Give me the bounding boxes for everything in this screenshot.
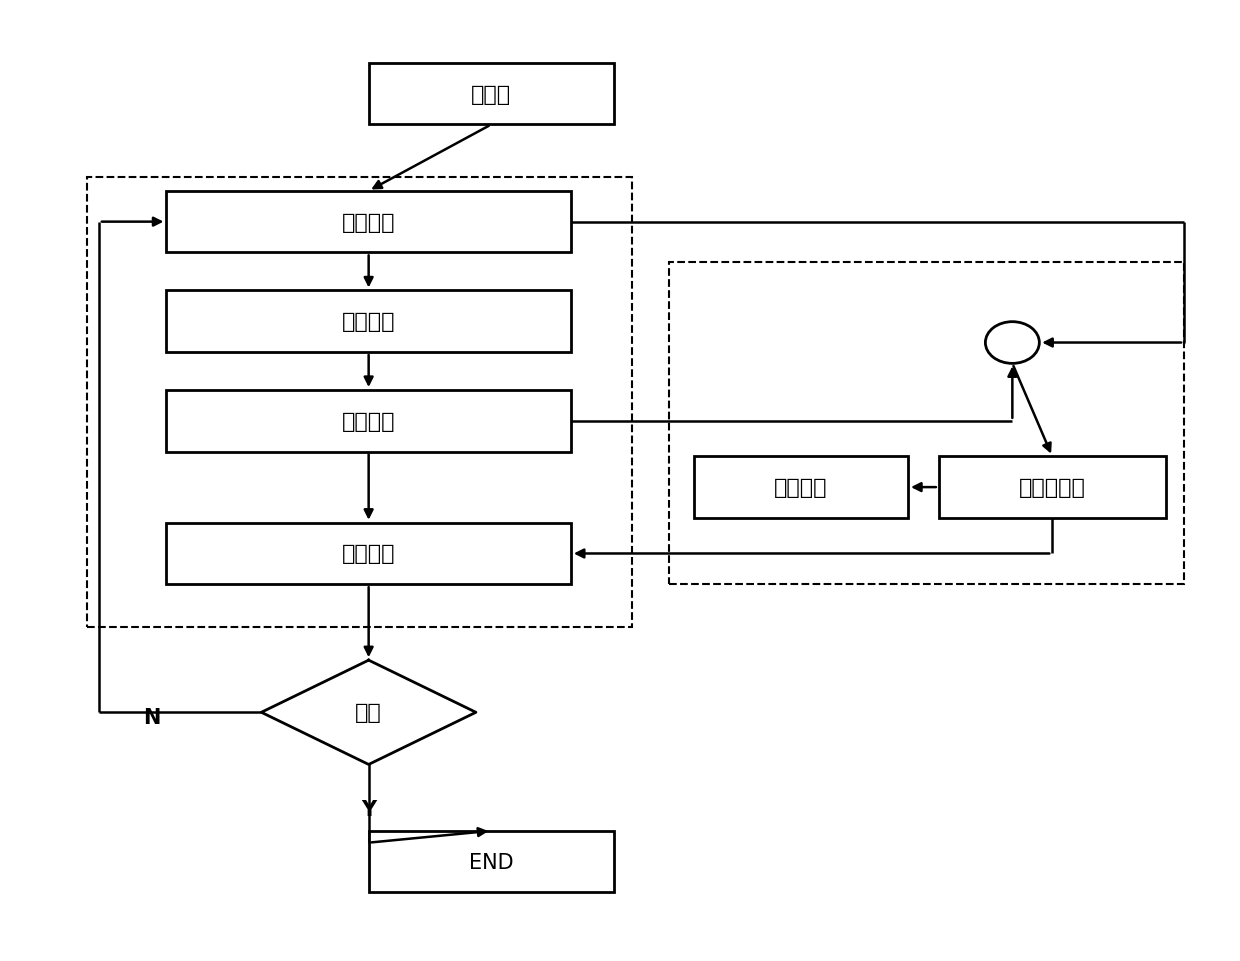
Text: END: END bbox=[469, 851, 513, 872]
Bar bbox=[166, 523, 570, 584]
Bar bbox=[693, 456, 908, 518]
Bar bbox=[939, 456, 1166, 518]
Text: 免疫清除: 免疫清除 bbox=[342, 544, 396, 564]
Polygon shape bbox=[262, 660, 476, 765]
Bar bbox=[166, 191, 570, 253]
Bar bbox=[166, 291, 570, 353]
Text: 终止: 终止 bbox=[356, 702, 382, 723]
Bar bbox=[368, 63, 614, 125]
Text: N: N bbox=[143, 707, 160, 727]
Text: 初始化: 初始化 bbox=[471, 85, 511, 105]
Text: 交互式修订: 交互式修订 bbox=[1019, 478, 1086, 498]
Text: Y: Y bbox=[361, 800, 376, 819]
Text: 超频突变: 超频突变 bbox=[342, 312, 396, 332]
Bar bbox=[166, 390, 570, 452]
Bar bbox=[670, 262, 1184, 584]
Bar bbox=[368, 831, 614, 893]
Circle shape bbox=[986, 322, 1039, 364]
Text: 专家评价: 专家评价 bbox=[774, 478, 827, 498]
Bar bbox=[87, 178, 632, 628]
Text: 克隆扩增: 克隆扩增 bbox=[342, 212, 396, 233]
Text: 协同进化: 协同进化 bbox=[342, 411, 396, 431]
